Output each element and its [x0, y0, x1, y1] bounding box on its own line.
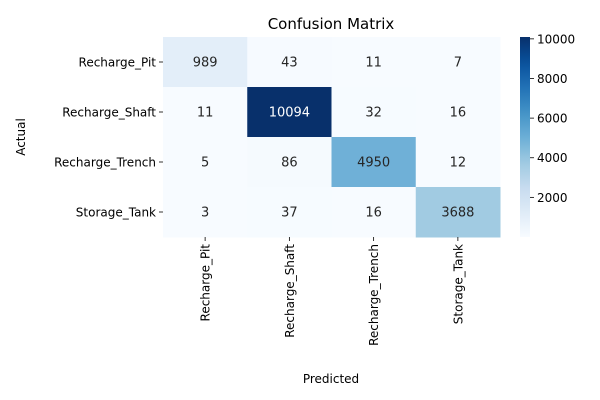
y-tick-label: Recharge_Trench	[54, 156, 156, 170]
chart-title: Confusion Matrix	[268, 15, 395, 33]
x-tick-label: Recharge_Shaft	[283, 244, 297, 338]
x-axis-label: Predicted	[303, 372, 359, 386]
heatmap-cell	[247, 137, 332, 188]
heatmap-cell	[331, 137, 417, 188]
colorbar-tick-label: 6000	[537, 112, 568, 126]
y-tick-label: Recharge_Shaft	[62, 106, 156, 120]
y-tick-labels: Recharge_Pit Recharge_Shaft Recharge_Trenc…	[54, 56, 163, 220]
heatmap-cell	[247, 187, 332, 238]
heatmap-cell	[331, 187, 417, 238]
cell-value-label: 12	[450, 156, 467, 171]
x-tick-label: Recharge_Pit	[199, 244, 213, 322]
cell-value-label: 43	[281, 56, 298, 71]
colorbar	[520, 37, 530, 237]
heatmap-cell	[331, 37, 417, 88]
cell-value-label: 11	[197, 106, 214, 121]
cell-value-label: 32	[365, 106, 382, 121]
heatmap-cell	[415, 187, 501, 238]
heatmap-cell	[163, 87, 248, 138]
heatmap-cell	[331, 87, 417, 138]
heatmap-cell	[415, 137, 501, 188]
heatmap-cell	[163, 137, 248, 188]
x-tick-label: Recharge_Trench	[367, 244, 381, 346]
y-axis-label: Actual	[14, 118, 28, 156]
heatmap-cell	[247, 87, 332, 138]
heatmap-cell	[163, 37, 248, 88]
cell-value-label: 3688	[441, 206, 474, 221]
y-tick-label: Recharge_Pit	[79, 56, 157, 70]
cell-value-label: 86	[281, 156, 298, 171]
x-tick-label: Storage_Tank	[451, 244, 465, 324]
cell-value-label: 10094	[269, 106, 310, 121]
colorbar-tick-label: 8000	[537, 72, 568, 86]
heatmap-cell	[415, 87, 501, 138]
heatmap-cell	[415, 37, 501, 88]
x-tick-labels: Recharge_Pit Recharge_Shaft Recharge_Trenc…	[199, 237, 465, 346]
colorbar-tick-label: 2000	[537, 191, 568, 205]
cell-value-label: 5	[201, 156, 209, 171]
cell-value-label: 37	[281, 206, 298, 221]
heatmap-cell	[163, 187, 248, 238]
cell-value-label: 11	[365, 56, 382, 71]
cell-value-label: 16	[450, 106, 467, 121]
cell-value-label: 16	[365, 206, 382, 221]
colorbar-tick-label: 4000	[537, 151, 568, 165]
heatmap-cell	[247, 37, 332, 88]
cell-value-label: 989	[193, 56, 218, 71]
colorbar-tick-label: 10000	[537, 32, 575, 46]
cell-value-label: 4950	[357, 156, 390, 171]
cell-value-label: 3	[201, 206, 209, 221]
cell-value-label: 7	[454, 56, 462, 71]
heatmap-grid: 989 43 11 7 11 10094 32 16 5 86 4950 12 3 37 16 3688	[163, 37, 501, 238]
colorbar-ticks: 2000 4000 6000 8000 10000	[530, 32, 575, 205]
y-tick-label: Storage_Tank	[76, 206, 156, 220]
